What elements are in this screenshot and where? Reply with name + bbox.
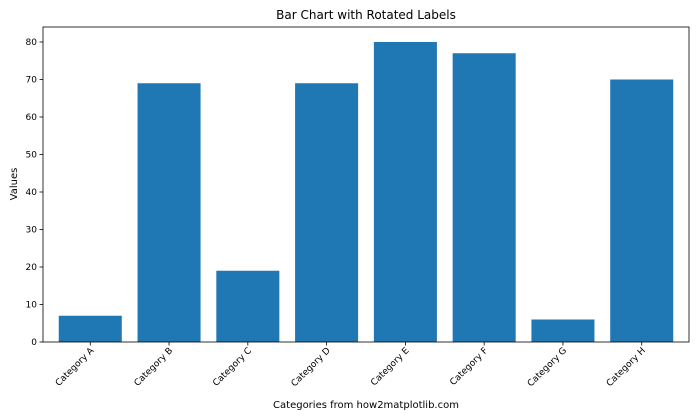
y-tick-label: 60 <box>26 113 38 123</box>
x-tick-label: Category H <box>605 346 648 389</box>
y-tick-label: 80 <box>26 38 38 48</box>
bar-category-d <box>295 83 359 342</box>
bars-group <box>58 42 674 342</box>
y-tick-label: 30 <box>26 226 38 236</box>
x-axis-label: Categories from how2matplotlib.com <box>273 400 459 411</box>
plot-frame <box>42 26 690 343</box>
x-tick-label: Category B <box>133 346 176 389</box>
y-tick-label: 10 <box>26 301 38 311</box>
bar-category-c <box>216 270 280 342</box>
bar-category-b <box>137 83 201 342</box>
y-tick-label: 70 <box>26 76 38 86</box>
x-tick-label: Category D <box>290 346 333 389</box>
y-tick-label: 40 <box>26 188 38 198</box>
y-axis-label: Values <box>9 168 20 201</box>
bar-category-h <box>610 79 674 342</box>
x-axis-ticks: Category A Category B Category C Category D… <box>54 342 648 389</box>
x-tick-label: Category A <box>54 345 97 388</box>
bar-category-a <box>58 315 122 342</box>
bar-category-f <box>452 53 516 342</box>
x-tick-label: Category G <box>526 346 569 389</box>
y-axis-ticks: 0 10 20 30 40 50 60 70 80 <box>26 38 43 348</box>
bar-category-e <box>373 42 437 342</box>
x-tick-label: Category F <box>448 346 490 388</box>
y-tick-label: 0 <box>31 338 37 348</box>
chart-title: Bar Chart with Rotated Labels <box>276 8 456 22</box>
y-tick-label: 20 <box>26 263 38 273</box>
y-tick-label: 50 <box>26 151 38 161</box>
x-tick-label: Category C <box>211 346 254 389</box>
bar-category-g <box>531 319 595 342</box>
x-tick-label: Category E <box>369 346 411 388</box>
